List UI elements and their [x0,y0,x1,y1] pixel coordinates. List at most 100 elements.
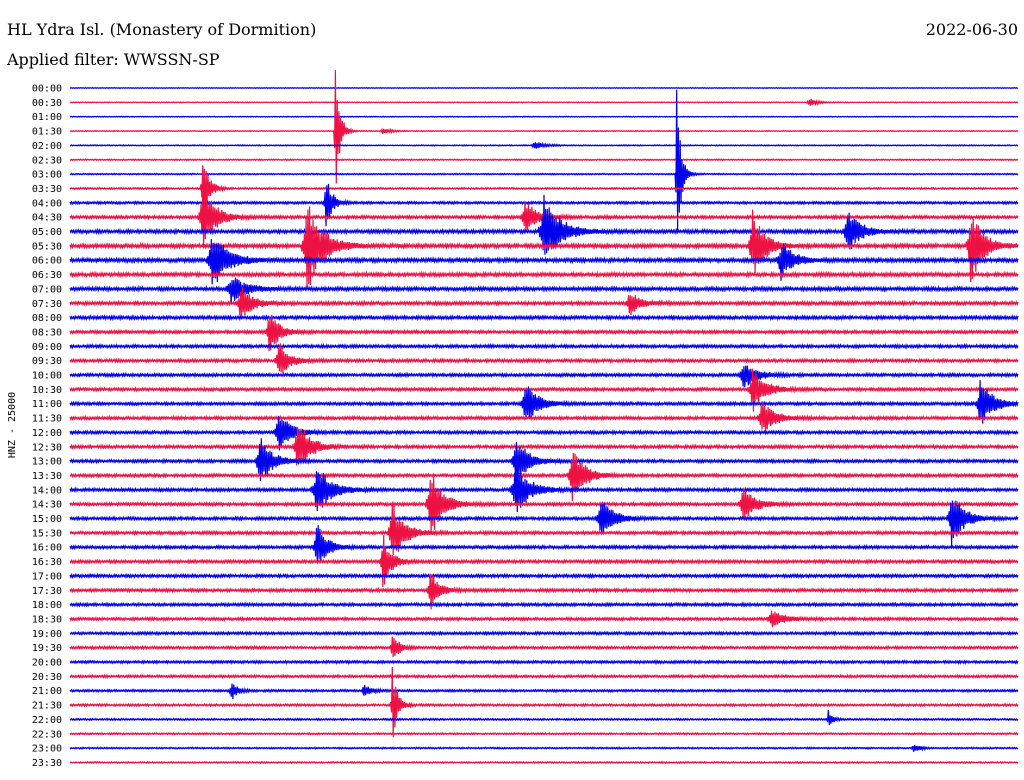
date-label: 2022-06-30 [925,20,1018,39]
trace-1530 [69,504,1019,556]
row-time-label: 19:00 [32,629,62,640]
trace-1400 [69,471,1019,513]
tick-label-group: 00:00 00:30 01:00 01:30 02:00 02:30 03:00 03:30… [32,84,62,769]
row-time-label: 15:30 [32,528,62,539]
trace-2200 [69,709,1019,726]
row-time-label: 19:30 [32,643,62,654]
trace-0000 [69,86,1019,90]
trace-1430 [69,476,1019,534]
row-time-label: 22:00 [32,715,62,726]
trace-0830 [69,314,1019,352]
row-time-label: 07:00 [32,284,62,295]
trace-0630 [69,270,1019,279]
trace-0600 [69,239,1019,285]
trace-1700 [69,572,1019,580]
row-time-label: 12:00 [32,428,62,439]
trace-1330 [69,452,1019,502]
trace-2130 [69,666,1019,738]
trace-1100 [69,380,1019,424]
row-time-label: 21:30 [32,701,62,712]
trace-1930 [69,636,1019,658]
row-time-label: 08:00 [32,313,62,324]
trace-1830 [69,610,1019,628]
trace-1030 [69,368,1019,412]
row-time-label: 11:30 [32,414,62,425]
trace-0100 [69,115,1019,118]
row-time-label: 04:30 [32,213,62,224]
row-time-label: 10:30 [32,385,62,396]
row-time-label: 14:30 [32,500,62,511]
trace-2330 [69,760,1019,765]
row-time-label: 02:00 [32,141,62,152]
row-time-label: 06:00 [32,256,62,267]
trace-0800 [69,313,1019,322]
trace-0200 [69,141,1019,149]
trace-0900 [69,342,1019,350]
trace-1900 [69,630,1019,637]
row-time-label: 09:30 [32,356,62,367]
row-time-label: 22:30 [32,729,62,740]
trace-2000 [69,659,1019,665]
trace-2300 [69,744,1019,752]
row-time-label: 15:00 [32,514,62,525]
trace-1500 [69,500,1019,547]
trace-0330 [69,165,1019,213]
row-time-label: 09:00 [32,342,62,353]
trace-1300 [69,438,1019,485]
filter-label: Applied filter: WWSSN-SP [7,50,220,69]
row-time-label: 21:00 [32,686,62,697]
trace-1630 [69,535,1019,587]
trace-0700 [69,277,1019,304]
trace-0530 [69,206,1019,287]
row-time-label: 05:30 [32,241,62,252]
row-time-label: 03:30 [32,184,62,195]
trace-1000 [69,365,1019,388]
row-time-label: 08:30 [32,327,62,338]
row-time-label: 11:00 [32,399,62,410]
row-time-label: 00:00 [32,84,62,95]
row-time-label: 14:00 [32,485,62,496]
row-time-label: 20:00 [32,658,62,669]
trace-2030 [69,673,1019,680]
trace-2230 [69,731,1019,736]
row-time-label: 06:30 [32,270,62,281]
trace-1730 [69,573,1019,610]
row-time-label: 07:30 [32,299,62,310]
row-time-label: 01:00 [32,112,62,123]
row-time-label: 02:30 [32,155,62,166]
row-time-label: 03:00 [32,170,62,181]
row-time-label: 16:00 [32,543,62,554]
trace-1800 [69,601,1019,608]
row-time-label: 10:00 [32,371,62,382]
trace-1130 [69,402,1019,432]
trace-0300 [69,89,1019,231]
row-time-label: 05:00 [32,227,62,238]
trace-0930 [69,343,1019,374]
row-time-label: 18:30 [32,614,62,625]
row-time-label: 12:30 [32,442,62,453]
trace-1200 [69,416,1019,451]
row-time-label: 00:30 [32,98,62,109]
row-time-label: 20:30 [32,672,62,683]
row-time-label: 13:30 [32,471,62,482]
trace-1600 [69,525,1019,563]
row-time-label: 17:00 [32,571,62,582]
row-time-label: 04:00 [32,198,62,209]
row-time-label: 16:30 [32,557,62,568]
row-time-label: 17:30 [32,586,62,597]
trace-0130 [69,70,1019,184]
trace-0230 [69,158,1019,162]
trace-2100 [69,683,1019,700]
trace-group [69,70,1019,765]
trace-1230 [69,426,1019,466]
trace-0500 [69,194,1019,255]
station-title: HL Ydra Isl. (Monastery of Dormition) [7,20,317,39]
y-axis-label: HNZ - 25000 [7,392,18,458]
trace-0030 [69,98,1019,107]
row-time-label: 13:00 [32,457,62,468]
trace-0730 [69,287,1019,317]
row-time-label: 23:30 [32,758,62,769]
row-time-label: 18:00 [32,600,62,611]
row-time-label: 01:30 [32,127,62,138]
